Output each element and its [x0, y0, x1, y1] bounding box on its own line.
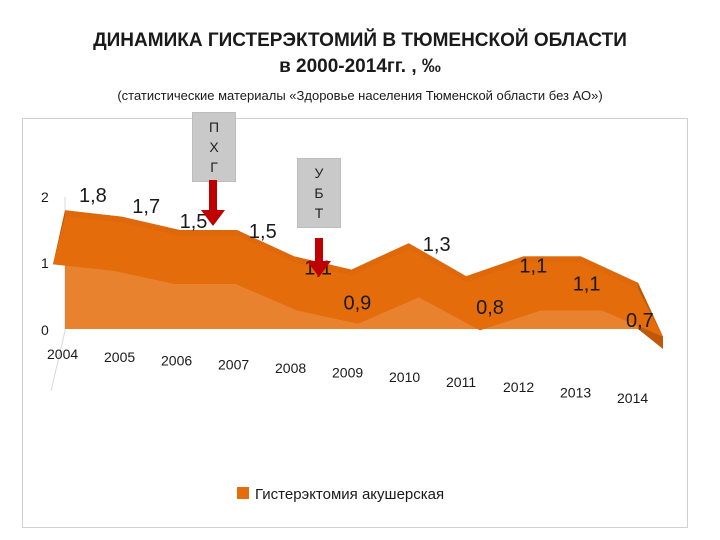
chart-title-line2: в 2000-2014гг. , ‰: [279, 56, 441, 77]
legend-swatch: [237, 487, 249, 499]
x-tick-label: 2005: [104, 349, 135, 365]
data-label: 0,8: [476, 297, 504, 319]
data-label: 1,1: [573, 273, 601, 295]
chart-title: ДИНАМИКА ГИСТЕРЭКТОМИЙ В ТЮМЕНСКОЙ ОБЛАС…: [0, 28, 720, 80]
chart-title-line1: ДИНАМИКА ГИСТЕРЭКТОМИЙ В ТЮМЕНСКОЙ ОБЛАС…: [93, 30, 627, 51]
down-arrow-icon: [307, 238, 331, 277]
y-tick-label: 1: [41, 255, 49, 271]
x-tick-label: 2008: [275, 360, 306, 376]
x-tick-label: 2006: [161, 353, 192, 369]
x-tick-label: 2004: [47, 346, 78, 362]
x-tick-label: 2009: [332, 365, 363, 381]
data-label: 1,7: [132, 196, 160, 218]
callout-ubt: У Б Т: [297, 158, 341, 228]
callout-pxg-letter: П: [208, 119, 220, 135]
area-front: [53, 216, 663, 337]
callout-pxg-letter: Х: [209, 139, 219, 155]
callout-pxg: П Х Г: [192, 112, 236, 182]
callout-ubt-letter: Т: [314, 205, 324, 221]
chart-area: 0 1 2 2004 2005 2006 2007 2008 2009 2010 2011 2012 2…: [22, 118, 688, 528]
callout-ubt-letter: Б: [314, 185, 324, 201]
x-tick-label: 2011: [446, 374, 476, 390]
data-label: 0,9: [344, 293, 372, 315]
chart-svg: 0 1 2 2004 2005 2006 2007 2008 2009 2010 2011 2012 2…: [41, 185, 663, 503]
callout-ubt-letter: У: [314, 165, 324, 181]
data-label: 1,5: [180, 211, 208, 233]
data-label: 1,5: [249, 221, 277, 243]
data-label: 1,1: [519, 255, 547, 277]
y-tick-label: 2: [41, 189, 49, 205]
floor-line: [50, 330, 66, 392]
legend: Гистерэктомия акушерская: [237, 486, 444, 503]
x-tick-label: 2012: [503, 379, 534, 395]
x-tick-label: 2014: [617, 390, 648, 406]
y-tick-label: 0: [41, 322, 49, 338]
legend-label: Гистерэктомия акушерская: [255, 486, 444, 503]
x-tick-label: 2010: [389, 369, 420, 385]
down-arrow-icon: [201, 180, 225, 226]
data-label: 1,8: [79, 185, 107, 207]
callout-pxg-letter: Г: [210, 159, 218, 175]
data-label: 1,3: [423, 234, 451, 256]
data-label: 0,7: [626, 310, 654, 332]
chart-subtitle: (статистические материалы «Здоровье насе…: [117, 88, 603, 103]
x-tick-label: 2007: [218, 356, 249, 372]
x-tick-label: 2013: [560, 384, 591, 400]
